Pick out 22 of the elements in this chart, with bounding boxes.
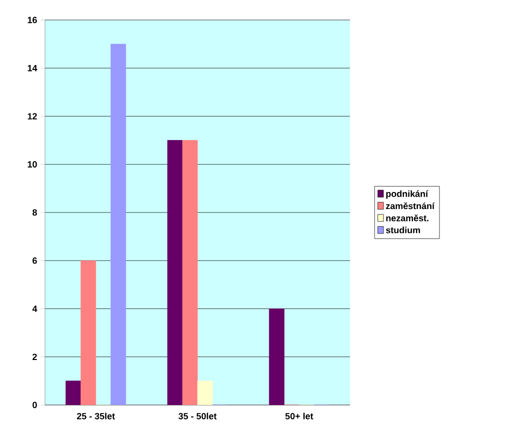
y-tick-label: 8	[32, 209, 37, 216]
legend-label: zaměstnání	[386, 202, 435, 210]
bar	[268, 308, 284, 405]
y-tick-label: 0	[32, 402, 37, 408]
y-tick-label: 10	[28, 161, 37, 168]
legend-label: studium	[386, 226, 420, 234]
x-tick-label: 50+ let	[285, 412, 314, 420]
legend-label: podnikání	[386, 190, 428, 199]
x-tick-label: 35 - 50let	[178, 412, 217, 420]
bar	[66, 380, 82, 405]
bar	[197, 380, 213, 405]
bar	[80, 260, 96, 405]
y-tick-label: 14	[28, 65, 38, 72]
bar	[182, 140, 198, 405]
y-tick-label: 4	[32, 306, 38, 312]
y-tick-label: 2	[32, 354, 37, 360]
bar	[167, 140, 183, 405]
y-tick-label: 12	[28, 113, 37, 120]
legend-label: nezaměst.	[386, 214, 428, 222]
x-tick-label: 25 - 35let	[76, 412, 115, 420]
y-tick-label: 6	[32, 257, 37, 264]
y-tick-label: 16	[28, 16, 37, 24]
